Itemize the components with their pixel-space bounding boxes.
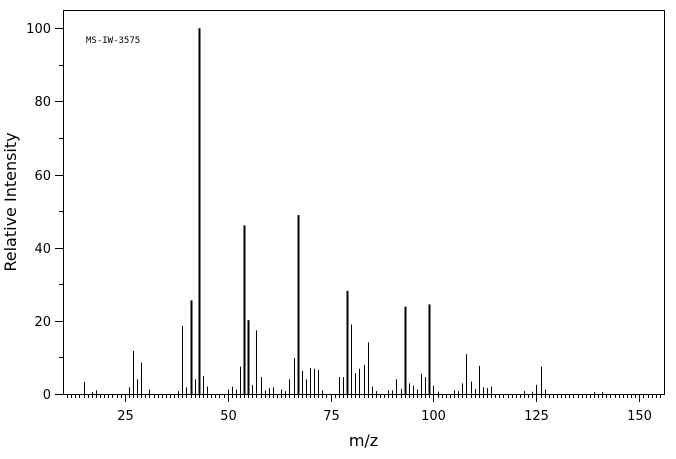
y-tick-label: 40 [34, 242, 51, 257]
x-axis-title: m/z [349, 431, 378, 450]
y-tick-label: 20 [34, 315, 51, 330]
x-tick-label: 50 [220, 409, 237, 424]
x-tick-label: 25 [117, 409, 134, 424]
y-tick-labels: 0 20 40 60 80 100 [26, 22, 51, 403]
major-ticks [55, 28, 640, 402]
y-tick-label: 0 [43, 388, 51, 403]
x-tick-label: 75 [323, 409, 340, 424]
x-tick-labels: 25 50 75 100 125 150 [117, 409, 652, 424]
y-tick-label: 100 [26, 22, 51, 37]
y-tick-label: 80 [34, 95, 51, 110]
spectrum-id-label: MS-IW-3575 [86, 36, 140, 46]
x-tick-label: 125 [524, 409, 549, 424]
x-tick-label: 100 [421, 409, 446, 424]
y-axis-title: Relative Intensity [1, 132, 20, 271]
peak-bars [84, 28, 603, 394]
x-tick-label: 150 [627, 409, 652, 424]
y-tick-label: 60 [34, 169, 51, 184]
plot-frame [63, 10, 665, 395]
